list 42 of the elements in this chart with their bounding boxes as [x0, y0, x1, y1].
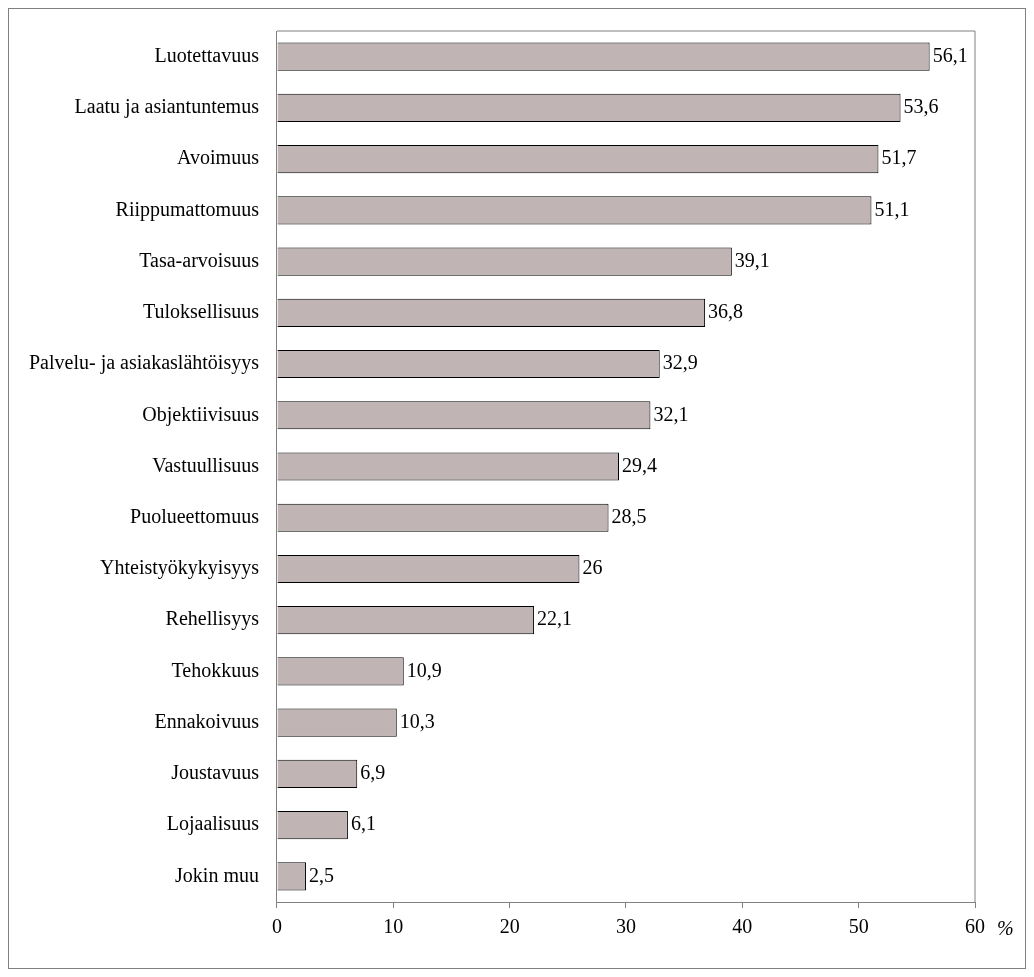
y-tick-label: Avoimuus: [177, 146, 260, 169]
x-tick-label: 50: [848, 915, 869, 938]
y-tick-label: Tasa-arvoisuus: [139, 248, 260, 271]
data-label: 53,6: [903, 95, 939, 118]
data-label: 29,4: [622, 453, 657, 476]
y-tick-label: Ennakoivuus: [154, 709, 260, 732]
data-label: 10,9: [406, 658, 442, 681]
data-label: 22,1: [537, 607, 573, 630]
y-tick-label: Palvelu- ja asiakaslähtöisyys: [29, 351, 260, 375]
x-axis-title: %: [997, 917, 1014, 940]
x-tick-label: 30: [615, 915, 636, 938]
data-label: 56,1: [932, 43, 968, 66]
x-tick-label: 60: [965, 915, 985, 938]
y-tick-label: Joustavuus: [171, 761, 260, 784]
data-label: 6,1: [350, 812, 376, 835]
x-tick-label: 10: [383, 915, 404, 938]
y-tick-label: Lojaalisuus: [166, 812, 260, 836]
y-tick-label: Luotettavuus: [154, 43, 260, 66]
y-tick-label: Riippumattomuus: [115, 197, 260, 221]
data-label: 51,7: [881, 146, 917, 169]
x-tick-label: 0: [271, 915, 282, 938]
y-tick-label: Laatu ja asiantuntemus: [74, 95, 260, 119]
y-tick-label: Vastuullisuus: [152, 453, 260, 476]
y-tick-label: Puolueettomuus: [130, 504, 260, 527]
data-label: 32,9: [662, 351, 698, 374]
y-tick-label: Yhteistyökykyisyys: [100, 556, 260, 580]
data-label: 51,1: [874, 197, 910, 220]
data-label: 26: [582, 556, 603, 579]
data-label: 6,9: [360, 761, 386, 784]
data-label: 36,8: [708, 300, 744, 323]
data-label: 39,1: [734, 248, 770, 271]
data-label: 10,3: [399, 709, 435, 732]
y-tick-label: Tuloksellisuus: [142, 300, 260, 323]
data-label: 2,5: [309, 863, 335, 886]
x-tick-label: 20: [499, 915, 520, 938]
data-label: 32,1: [653, 402, 689, 425]
x-tick-label: 40: [732, 915, 753, 938]
y-tick-label: Objektiivisuus: [142, 402, 260, 426]
data-label: 28,5: [611, 504, 647, 527]
y-tick-label: Jokin muu: [175, 863, 259, 886]
y-tick-label: Tehokkuus: [171, 658, 260, 681]
y-tick-label: Rehellisyys: [165, 607, 260, 631]
